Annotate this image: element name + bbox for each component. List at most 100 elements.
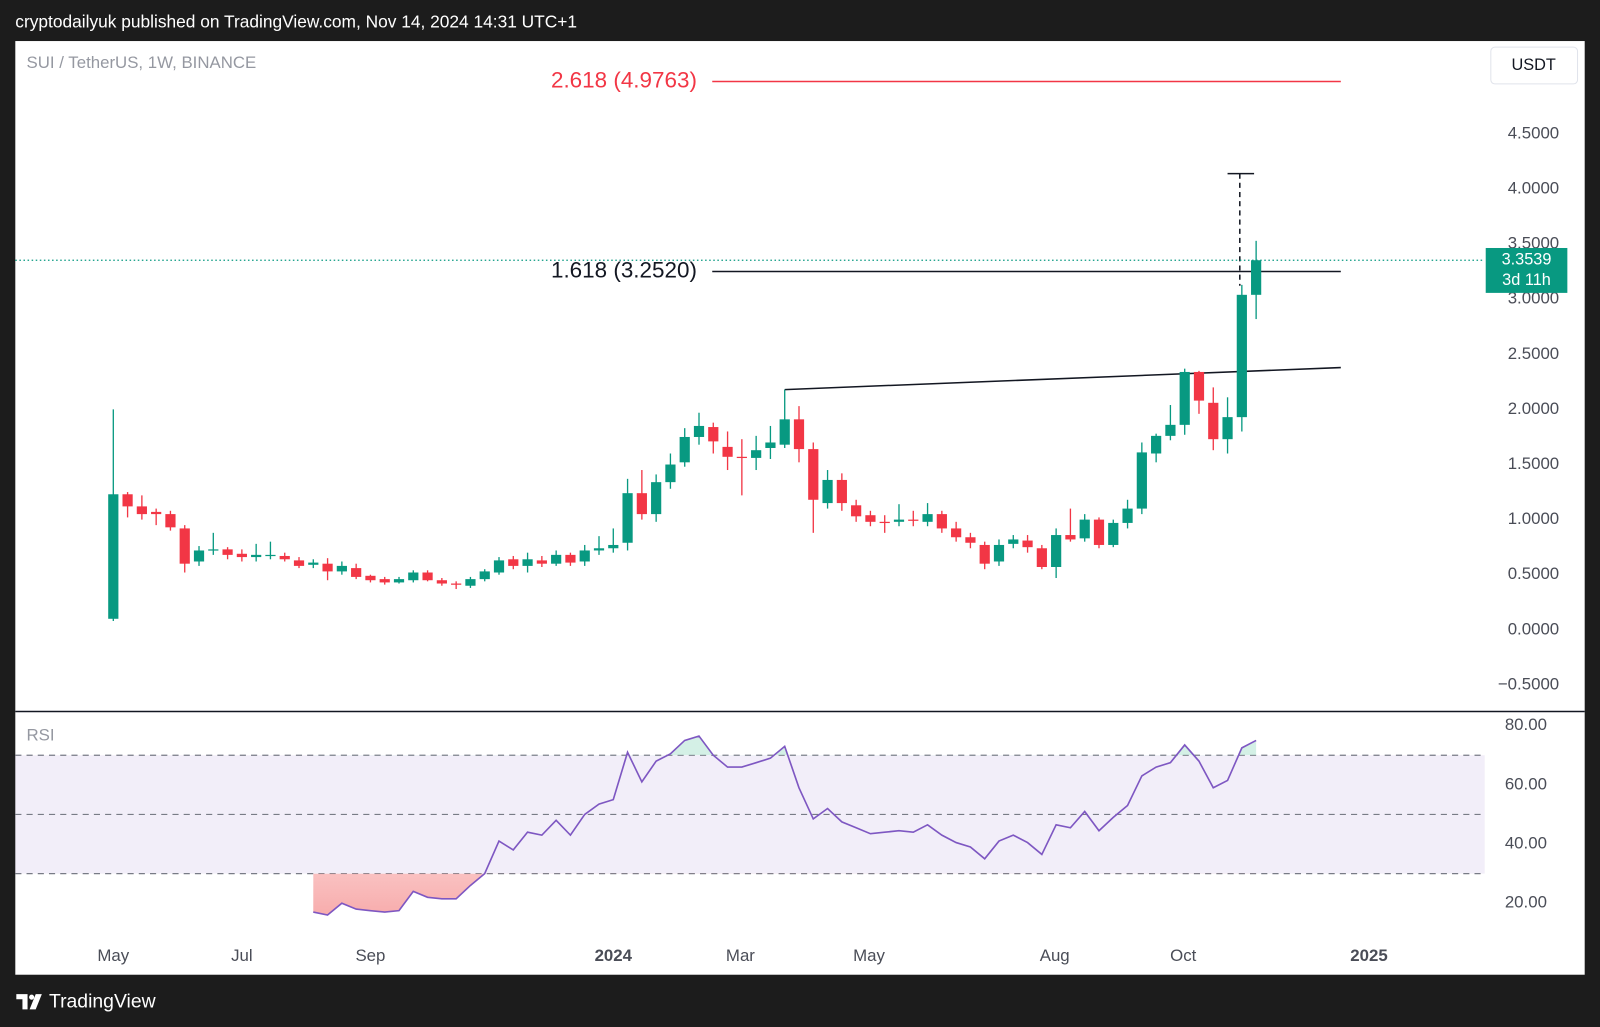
candle-body: [808, 449, 819, 500]
candle-body: [936, 514, 947, 529]
y-tick-label: 1.0000: [1508, 509, 1559, 528]
y-tick-label: 3.0000: [1508, 289, 1559, 308]
candle-body: [336, 565, 347, 572]
candle-body: [308, 562, 319, 565]
x-tick-label: Sep: [355, 946, 385, 965]
candle-body: [1179, 371, 1190, 425]
candle-body: [193, 550, 205, 562]
y-tick-label: 2.5000: [1508, 344, 1559, 363]
trendline: [784, 366, 1341, 391]
candle-body: [736, 456, 747, 459]
candle-body: [893, 519, 905, 522]
candle-body: [265, 554, 276, 557]
x-tick-label: Jul: [231, 946, 253, 965]
candle-body: [208, 549, 219, 551]
candle-body: [836, 479, 847, 504]
candle-body: [1093, 519, 1105, 545]
y-tick-label: 0.5000: [1508, 564, 1559, 583]
price-label-box: [1485, 247, 1568, 293]
candle-body: [779, 419, 790, 445]
fib-label: 1.618 (3.2520): [551, 257, 697, 282]
rsi-y-tick-label: 80.00: [1505, 715, 1547, 734]
candle-body: [493, 560, 505, 573]
symbol-title: SUI / TetherUS, 1W, BINANCE: [27, 53, 257, 72]
x-tick-label: 2025: [1350, 946, 1387, 965]
candle-body: [1222, 417, 1233, 440]
candle-body: [1122, 508, 1133, 523]
y-tick-label: 4.5000: [1508, 123, 1559, 142]
candle-body: [636, 493, 647, 515]
y-tick-label: 3.5000: [1508, 234, 1559, 253]
last-price: 3.3539: [1502, 251, 1552, 269]
candle-body: [679, 436, 690, 463]
rsi-title: RSI: [27, 725, 55, 744]
candle-body: [451, 583, 462, 585]
x-tick-label: May: [97, 946, 129, 965]
candle-body: [136, 506, 147, 515]
candle-body: [108, 494, 119, 619]
candle-body: [236, 553, 247, 558]
candle-body: [222, 549, 233, 555]
candle-body: [1008, 539, 1019, 544]
candle-body: [179, 528, 190, 564]
candle-body: [993, 544, 1005, 562]
candle-body: [565, 554, 576, 563]
chart-panel: [15, 41, 1585, 975]
candle-body: [651, 482, 662, 515]
candle-body: [1251, 260, 1262, 295]
rsi-line: [313, 735, 1257, 916]
candle-body: [1208, 402, 1219, 440]
candle-body: [379, 579, 390, 583]
candle-body: [122, 494, 133, 507]
candle-body: [593, 548, 605, 551]
candle-body: [1036, 548, 1047, 567]
rsi-y-tick-label: 60.00: [1505, 774, 1547, 793]
price-label: 3.3539 3d 11h: [1485, 247, 1568, 293]
candle-body: [1079, 519, 1090, 539]
candle-body: [351, 568, 362, 577]
y-tick-label: 2.0000: [1508, 399, 1559, 418]
candle-body: [508, 559, 519, 566]
candle-body: [551, 554, 562, 564]
candle-body: [465, 579, 476, 586]
candle-body: [622, 493, 633, 543]
y-tick-label: 4.0000: [1508, 178, 1559, 197]
candle-body: [822, 479, 833, 504]
rsi-overbought-fill: [313, 736, 1257, 756]
candle-body: [908, 519, 919, 521]
candle-body: [408, 572, 419, 581]
fib-label: 2.618 (4.9763): [551, 67, 697, 92]
candle-body: [665, 464, 676, 483]
plot-layer: 4.5000 4.0000 3.5000 3.0000 2.5000 2.0000 1.50…: [15, 67, 1559, 965]
x-tick-label: 2024: [595, 946, 633, 965]
currency-label[interactable]: USDT: [1511, 56, 1555, 74]
candle-body: [793, 419, 805, 450]
candle-body: [151, 511, 162, 515]
candle-body: [608, 544, 619, 549]
x-tick-label: Aug: [1040, 946, 1070, 965]
candle-body: [865, 515, 876, 522]
candle-body: [422, 572, 433, 581]
footer-brand: TradingView: [49, 990, 157, 1012]
candle-body: [1051, 535, 1062, 567]
y-tick-label: −0.5000: [1498, 674, 1559, 693]
x-tick-label: May: [853, 946, 885, 965]
candle-body: [979, 544, 990, 564]
candle-body: [279, 555, 290, 560]
candle-body: [1165, 424, 1176, 436]
x-tick-label: Mar: [726, 946, 755, 965]
y-tick-label: 0.0000: [1508, 619, 1559, 638]
x-tick-label: Oct: [1170, 946, 1197, 965]
candle-body: [393, 579, 405, 583]
candle-body: [251, 554, 262, 558]
currency-button[interactable]: [1490, 46, 1579, 85]
tradingview-logo: TradingView: [16, 990, 157, 1012]
candle-body: [951, 528, 962, 538]
candle-body: [436, 580, 447, 584]
candle-body: [751, 450, 762, 458]
countdown: 3d 11h: [1502, 271, 1551, 289]
candle-body: [1151, 435, 1162, 454]
rsi-y-tick-label: 20.00: [1505, 893, 1547, 912]
